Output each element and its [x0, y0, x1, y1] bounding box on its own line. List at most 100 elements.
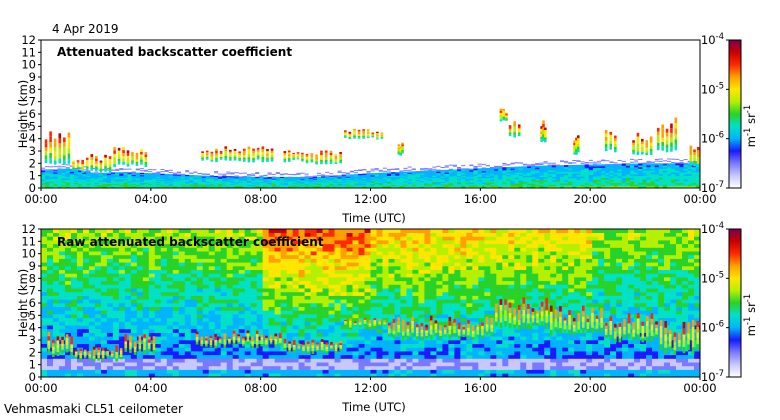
- aerosol-cell: [209, 185, 215, 187]
- aerosol-cell: [551, 181, 557, 184]
- aerosol-cell: [634, 172, 639, 175]
- signal-cell: [64, 232, 72, 237]
- signal-cell: [214, 277, 222, 282]
- signal-cell: [94, 340, 102, 344]
- aerosol-cell: [172, 174, 178, 176]
- aerosol-cell: [428, 178, 433, 180]
- cloud-cell: [376, 133, 379, 135]
- aerosol-cell: [312, 178, 318, 180]
- aerosol-cell: [41, 173, 46, 175]
- cloud-cell: [632, 149, 635, 153]
- speckle: [312, 175, 317, 177]
- aerosol-cell: [284, 177, 289, 179]
- aerosol-cell: [337, 186, 342, 188]
- signal-cell: [190, 299, 198, 304]
- cloud-cell: [401, 151, 404, 154]
- aerosol-cell: [555, 168, 561, 171]
- aerosol-cell: [292, 185, 297, 187]
- signal-cell: [178, 351, 186, 356]
- aerosol-cell: [551, 176, 557, 179]
- aerosol-cell: [201, 179, 207, 181]
- cloud-cell: [636, 140, 640, 144]
- signal-cell: [142, 262, 150, 267]
- cloud-cell: [292, 152, 295, 155]
- aerosol-cell: [292, 184, 297, 186]
- signal-cell: [238, 262, 245, 267]
- signal-cell: [244, 365, 251, 370]
- signal-cell: [238, 362, 245, 367]
- cloud-cell: [362, 129, 365, 131]
- aerosol-cell: [675, 175, 680, 178]
- aerosol-cell: [477, 180, 483, 183]
- speckle: [522, 164, 528, 166]
- cloud-cell: [108, 164, 112, 168]
- signal-cell: [100, 284, 108, 289]
- aerosol-cell: [629, 165, 635, 168]
- aerosol-cell: [185, 181, 190, 183]
- cloud-cell: [670, 123, 673, 129]
- aerosol-cell: [246, 179, 252, 181]
- cloud-cell: [76, 165, 80, 168]
- signal-cell: [154, 369, 162, 374]
- aerosol-cell: [143, 181, 149, 183]
- aerosol-cell: [271, 179, 277, 181]
- cloud-cell: [339, 161, 342, 164]
- aerosol-cell: [506, 173, 511, 175]
- signal-cell: [190, 303, 198, 307]
- signal-cell: [304, 354, 311, 359]
- cloud-cell: [517, 128, 521, 131]
- aerosol-cell: [629, 168, 635, 171]
- aerosol-cell: [90, 173, 95, 176]
- signal-cell: [166, 269, 174, 274]
- aerosol-cell: [321, 179, 326, 181]
- aerosol-cell: [65, 171, 71, 173]
- signal-cell: [262, 314, 269, 319]
- aerosol-cell: [189, 186, 194, 188]
- aerosol-cell: [403, 185, 408, 188]
- aerosol-cell: [444, 182, 450, 185]
- signal-cell: [142, 280, 150, 285]
- cloud-cell: [399, 146, 403, 149]
- signal-cell: [202, 358, 210, 363]
- aerosol-cell: [49, 171, 54, 173]
- signal-cell: [148, 369, 156, 374]
- cloud-cell: [353, 128, 356, 131]
- aerosol-cell: [259, 186, 264, 188]
- aerosol-cell: [246, 181, 252, 183]
- signal-cell: [106, 254, 114, 259]
- signal-cell: [178, 266, 186, 270]
- aerosol-cell: [378, 179, 384, 181]
- signal-cell: [172, 358, 180, 363]
- aerosol-cell: [209, 186, 215, 188]
- signal-cell: [160, 310, 168, 315]
- aerosol-cell: [654, 170, 660, 173]
- speckle: [494, 165, 499, 167]
- aerosol-cell: [662, 179, 668, 182]
- aerosol-cell: [106, 173, 112, 176]
- aerosol-cell: [588, 182, 594, 185]
- aerosol-cell: [679, 179, 684, 182]
- signal-cell: [184, 332, 192, 337]
- cloud-cell: [641, 138, 644, 142]
- signal-cell: [250, 284, 257, 289]
- cloud-cell: [242, 155, 246, 158]
- aerosol-cell: [242, 177, 248, 179]
- aerosol-cell: [308, 180, 314, 182]
- speckle: [226, 171, 231, 173]
- aerosol-cell: [366, 175, 371, 177]
- cloud-cell: [90, 162, 94, 166]
- aerosol-cell: [94, 180, 99, 182]
- aerosol-cell: [588, 166, 594, 169]
- signal-cell: [130, 365, 138, 370]
- signal-cell: [202, 299, 210, 304]
- signal-cell: [292, 303, 299, 307]
- signal-cell: [41, 365, 48, 370]
- signal-cell: [292, 306, 299, 311]
- aerosol-cell: [325, 176, 330, 179]
- signal-cell: [82, 295, 90, 300]
- speckle: [78, 168, 83, 170]
- signal-cell: [172, 321, 180, 326]
- aerosol-cell: [687, 165, 693, 168]
- signal-cell: [46, 236, 54, 241]
- aerosol-cell: [86, 178, 91, 181]
